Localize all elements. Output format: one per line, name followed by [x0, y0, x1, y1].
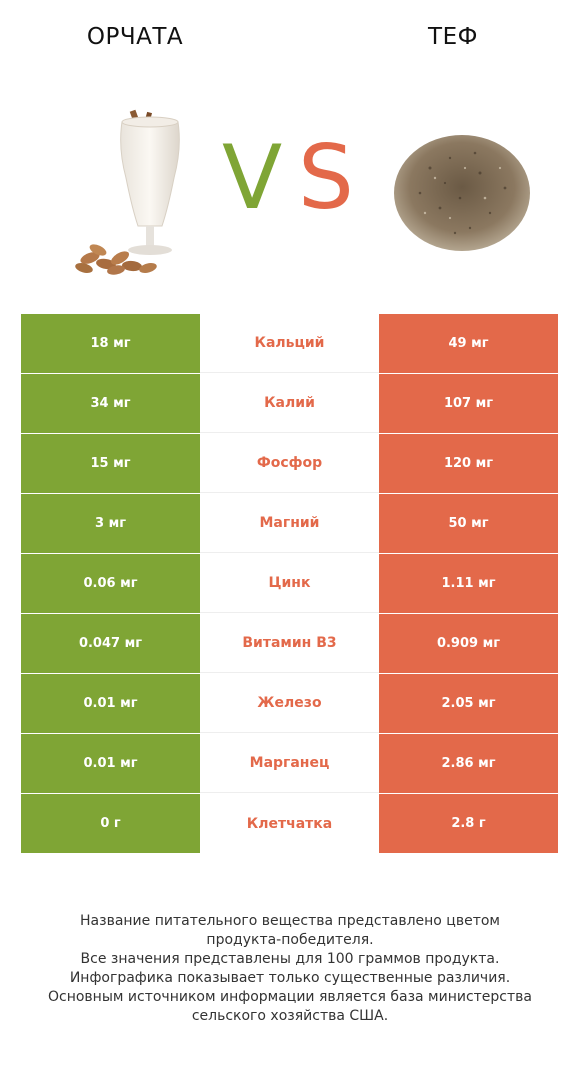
table-row: 15 мг Фосфор 120 мг [21, 434, 558, 493]
left-value: 0.01 мг [21, 734, 200, 793]
footer-line: продукта-победителя. [206, 932, 374, 948]
left-value: 18 мг [21, 314, 200, 373]
footer-line: сельского хозяйства США. [191, 1008, 389, 1024]
vs-v-letter: V [222, 126, 283, 229]
nutrient-name: Марганец [200, 734, 379, 793]
footer-line: Инфографика показывает только существенн… [69, 970, 511, 986]
right-value: 49 мг [379, 314, 558, 373]
vs-label: V S [222, 128, 362, 228]
right-value: 107 мг [379, 374, 558, 433]
left-value: 0 г [21, 794, 200, 853]
table-row: 0.06 мг Цинк 1.11 мг [21, 554, 558, 613]
right-value: 2.05 мг [379, 674, 558, 733]
footer-line: Все значения представлены для 100 граммо… [80, 951, 500, 967]
left-value: 0.01 мг [21, 674, 200, 733]
table-row: 3 мг Магний 50 мг [21, 494, 558, 553]
nutrient-name: Железо [200, 674, 379, 733]
left-value: 3 мг [21, 494, 200, 553]
left-value: 0.047 мг [21, 614, 200, 673]
right-value: 120 мг [379, 434, 558, 493]
nutrient-name: Клетчатка [200, 794, 379, 853]
left-value: 0.06 мг [21, 554, 200, 613]
nutrient-name: Магний [200, 494, 379, 553]
left-food-title: ОРЧАТА [86, 24, 184, 50]
table-row: 0.047 мг Витамин B3 0.909 мг [21, 614, 558, 673]
comparison-table: 18 мг Кальций 49 мг 34 мг Калий 107 мг 15 мг Фо… [21, 314, 558, 854]
table-row: 18 мг Кальций 49 мг [21, 314, 558, 373]
footer-line: Основным источником информации является … [48, 989, 532, 1005]
footer-notes: Название питательного вещества представл… [10, 912, 570, 1026]
right-value: 1.11 мг [379, 554, 558, 613]
table-row: 0.01 мг Марганец 2.86 мг [21, 734, 558, 793]
teff-image [394, 135, 530, 251]
vs-s-letter: S [298, 126, 354, 229]
nutrient-name: Витамин B3 [200, 614, 379, 673]
nutrient-name: Фосфор [200, 434, 379, 493]
nutrient-name: Кальций [200, 314, 379, 373]
right-value: 2.8 г [379, 794, 558, 853]
table-row: 0.01 мг Железо 2.05 мг [21, 674, 558, 733]
table-row: 0 г Клетчатка 2.8 г [21, 794, 558, 853]
left-value: 34 мг [21, 374, 200, 433]
table-row: 34 мг Калий 107 мг [21, 374, 558, 433]
right-value: 0.909 мг [379, 614, 558, 673]
nutrient-name: Калий [200, 374, 379, 433]
right-food-title: ТЕФ [428, 24, 478, 50]
right-value: 50 мг [379, 494, 558, 553]
left-value: 15 мг [21, 434, 200, 493]
footer-line: Название питательного вещества представл… [80, 913, 500, 929]
horchata-image [75, 109, 180, 275]
right-value: 2.86 мг [379, 734, 558, 793]
nutrient-name: Цинк [200, 554, 379, 613]
